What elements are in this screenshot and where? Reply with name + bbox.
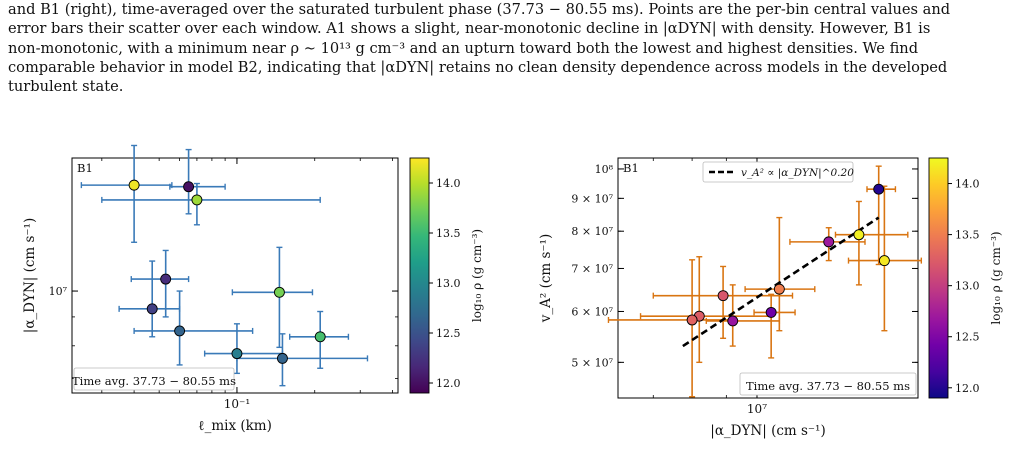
left-figure: 10⁻¹ 10⁷ B1 Time avg. 37.73 − 80.55 ms ℓ_mix…: [22, 144, 484, 434]
data-point: [717, 290, 729, 302]
data-point: [174, 325, 186, 337]
colorbar-tick-label: 13.0: [955, 280, 980, 293]
colorbar-tick-label: 13.5: [436, 227, 461, 240]
y-tick-label: 10⁸: [595, 163, 614, 176]
data-point: [873, 183, 885, 195]
data-point: [231, 348, 243, 360]
y-tick-label: 8 × 10⁷: [571, 225, 613, 238]
caption-line: comparable behavior in model B2, indicat…: [8, 58, 948, 76]
data-point: [160, 273, 172, 285]
figure-caption: and B1 (right), time-averaged over the s…: [8, 0, 1024, 96]
data-point: [314, 331, 326, 343]
annotation-box: [73, 367, 235, 391]
x-tick-label: 10⁻¹: [224, 397, 250, 411]
colorbar-label: log₁₀ ρ (g cm⁻³): [989, 231, 1003, 324]
x-axis-label: |α_DYN| (cm s⁻¹): [710, 423, 825, 439]
data-point: [823, 236, 835, 248]
annotation-text: Time avg. 37.73 − 80.55 ms: [72, 374, 236, 388]
caption-line: error bars their scatter over each windo…: [8, 20, 931, 38]
data-point: [276, 352, 288, 364]
colorbar-tick-label: 12.0: [955, 382, 980, 395]
plot-frame: [617, 157, 919, 399]
y-tick-label: 7 × 10⁷: [571, 262, 613, 275]
y-tick-label: 10⁷: [49, 285, 68, 298]
y-axis-label: |α_DYN| (cm s⁻¹): [22, 218, 38, 333]
data-point: [727, 315, 739, 327]
legend-box: [702, 161, 854, 183]
caption-line: turbulent state.: [8, 78, 124, 96]
x-axis-label: ℓ_mix (km): [198, 418, 272, 434]
annotation-text: Time avg. 37.73 − 80.55 ms: [746, 379, 910, 393]
caption-line: non-monotonic, with a minimum near ρ ∼ 1…: [8, 39, 919, 57]
annotation-box: [739, 372, 917, 396]
panel-label: B1: [77, 161, 93, 175]
colorbar-tick-label: 12.5: [436, 327, 461, 340]
colorbar-tick-label: 14.0: [436, 177, 461, 190]
legend-label: v_A² ∝ |α_DYN|^0.20: [741, 167, 854, 180]
data-point: [765, 306, 777, 318]
data-point: [773, 283, 785, 295]
data-point: [686, 314, 698, 326]
data-point: [273, 286, 285, 298]
caption-line: and B1 (right), time-averaged over the s…: [8, 1, 951, 18]
colorbar: [409, 157, 430, 394]
x-tick-label: 10⁷: [747, 402, 767, 416]
plot-frame: [71, 157, 399, 394]
panel-label: B1: [623, 161, 639, 175]
y-tick-label: 9 × 10⁷: [571, 192, 613, 205]
colorbar-label: log₁₀ ρ (g cm⁻³): [470, 229, 484, 322]
data-point: [191, 194, 203, 206]
colorbar-tick-label: 13.5: [955, 229, 980, 242]
y-axis-label: v_A² (cm s⁻¹): [538, 234, 554, 323]
colorbar-tick-label: 13.0: [436, 277, 461, 290]
data-point: [183, 181, 195, 193]
y-tick-label: 6 × 10⁷: [571, 305, 613, 318]
colorbar-tick-label: 12.0: [436, 377, 461, 390]
data-point: [853, 229, 865, 241]
colorbar-tick-label: 14.0: [955, 178, 980, 191]
data-point: [146, 303, 158, 315]
y-tick-label: 5 × 10⁷: [571, 356, 613, 369]
colorbar: [928, 157, 949, 399]
data-point: [878, 255, 890, 267]
colorbar-tick-label: 12.5: [955, 331, 980, 344]
fit-line: [682, 216, 880, 348]
data-point: [128, 179, 140, 191]
